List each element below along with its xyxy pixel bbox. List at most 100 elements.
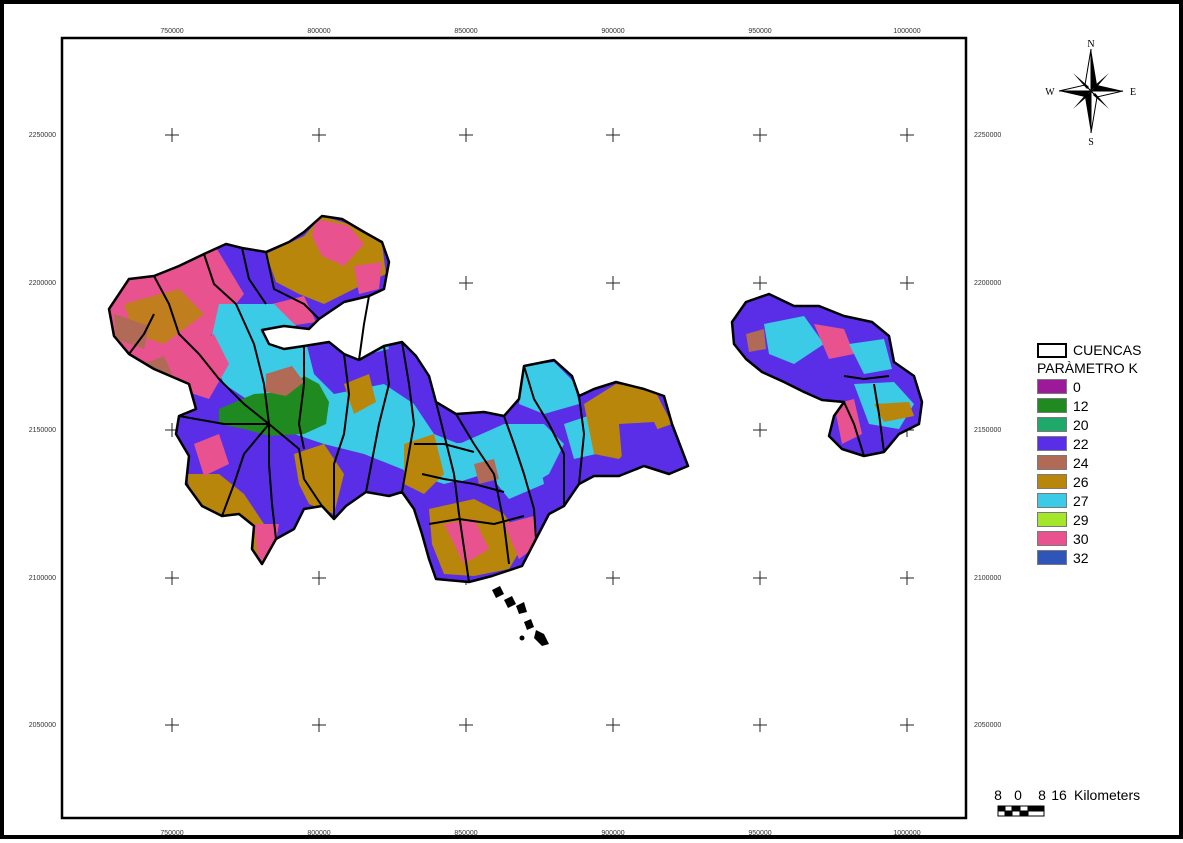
legend: CUENCAS PARÀMETRO K 0 12 20 22 24 26 27 29 30 32 [1037,341,1177,567]
grid-cross [312,571,326,585]
y-tick-label-right: 2250000 [974,132,1001,139]
grid-cross [753,276,767,290]
grid-cross [165,718,179,732]
legend-item: 32 [1037,548,1177,567]
legend-value-label: 0 [1073,378,1081,395]
x-tick-label-bottom: 950000 [748,830,771,837]
grid-cross [753,423,767,437]
scale-bar-segments [997,805,1045,817]
scale-tick-label: 0 [1014,787,1022,803]
grid-cross [900,276,914,290]
grid-cross [606,276,620,290]
legend-swatch [1037,455,1067,470]
y-tick-label-right: 2050000 [974,722,1001,729]
grid-cross [900,128,914,142]
legend-item: 27 [1037,491,1177,510]
y-tick-label-right: 2150000 [974,427,1001,434]
y-tick-label-left: 2050000 [29,722,56,729]
legend-item: 12 [1037,396,1177,415]
grid-cross [165,571,179,585]
grid-cross [312,128,326,142]
x-tick-label-bottom: 850000 [454,830,477,837]
y-tick-label-left: 2150000 [29,427,56,434]
legend-item: 26 [1037,472,1177,491]
grid-cross [606,571,620,585]
coordinate-labels: 750000 750000 800000 800000 850000 850000 9000… [29,28,1002,837]
x-tick-label-bottom: 750000 [160,830,183,837]
legend-title: PARÀMETRO K [1037,360,1138,376]
legend-swatch [1037,417,1067,432]
grid-cross [606,718,620,732]
legend-value-label: 30 [1073,530,1089,547]
x-tick-label-bottom: 900000 [601,830,624,837]
legend-value-label: 24 [1073,454,1089,471]
legend-value-label: 27 [1073,492,1089,509]
legend-swatch [1037,474,1067,489]
x-tick-label-top: 1000000 [893,28,920,35]
scale-bar: 8 0 8 16 Kilometers [994,787,1140,817]
map-canvas: 750000 750000 800000 800000 850000 850000 9000… [29,28,1140,837]
east-basin-outline [730,292,924,458]
scale-labels: 8 0 8 16 [994,787,1067,803]
legend-item: 20 [1037,415,1177,434]
y-tick-label-right: 2200000 [974,280,1001,287]
grid-cross [312,718,326,732]
legend-swatch [1037,512,1067,527]
south-label: S [1088,137,1094,148]
x-tick-label-top: 950000 [748,28,771,35]
grid-cross [900,718,914,732]
x-tick-label-top: 800000 [307,28,330,35]
legend-value-label: 22 [1073,435,1089,452]
east-label: E [1130,87,1136,98]
grid-cross [165,128,179,142]
scale-tick-label: 8 [1038,787,1046,803]
legend-value-label: 20 [1073,416,1089,433]
north-arrow-icon: N S E W [1045,39,1136,148]
legend-item: 30 [1037,529,1177,548]
sub-basin-boundaries [128,247,585,583]
legend-value-label: 29 [1073,511,1089,528]
legend-swatch [1037,379,1067,394]
small-islands [492,586,549,646]
legend-swatch [1037,398,1067,413]
basin-outline-swatch [1037,342,1067,358]
legend-swatch [1037,531,1067,546]
grid-cross [900,571,914,585]
legend-boundary-row: CUENCAS [1037,341,1177,359]
legend-swatch [1037,436,1067,451]
west-label: W [1045,87,1055,98]
scale-unit: Kilometers [1074,787,1140,803]
grid-cross [459,718,473,732]
y-tick-label-left: 2250000 [29,132,56,139]
grid-cross [606,128,620,142]
grid-cross [753,718,767,732]
grid-cross [753,128,767,142]
grid-cross [459,128,473,142]
y-tick-label-right: 2100000 [974,575,1001,582]
x-tick-label-bottom: 800000 [307,830,330,837]
x-tick-label-top: 850000 [454,28,477,35]
scale-tick-label: 8 [994,787,1002,803]
y-tick-label-left: 2100000 [29,575,56,582]
x-tick-label-top: 750000 [160,28,183,35]
legend-boundary-label: CUENCAS [1073,342,1142,358]
legend-swatch [1037,550,1067,565]
x-tick-label-top: 900000 [601,28,624,35]
west-basin-outline [107,214,690,584]
scale-tick-label: 16 [1051,787,1067,803]
legend-value-label: 12 [1073,397,1089,414]
x-tick-label-bottom: 1000000 [893,830,920,837]
legend-item: 24 [1037,453,1177,472]
y-tick-label-left: 2200000 [29,280,56,287]
legend-items: 0 12 20 22 24 26 27 29 30 32 [1037,377,1177,567]
legend-item: 0 [1037,377,1177,396]
legend-item: 22 [1037,434,1177,453]
legend-value-label: 32 [1073,549,1089,566]
legend-value-label: 26 [1073,473,1089,490]
grid-cross [459,276,473,290]
grid-cross [753,571,767,585]
legend-item: 29 [1037,510,1177,529]
north-label: N [1087,39,1094,50]
legend-swatch [1037,493,1067,508]
